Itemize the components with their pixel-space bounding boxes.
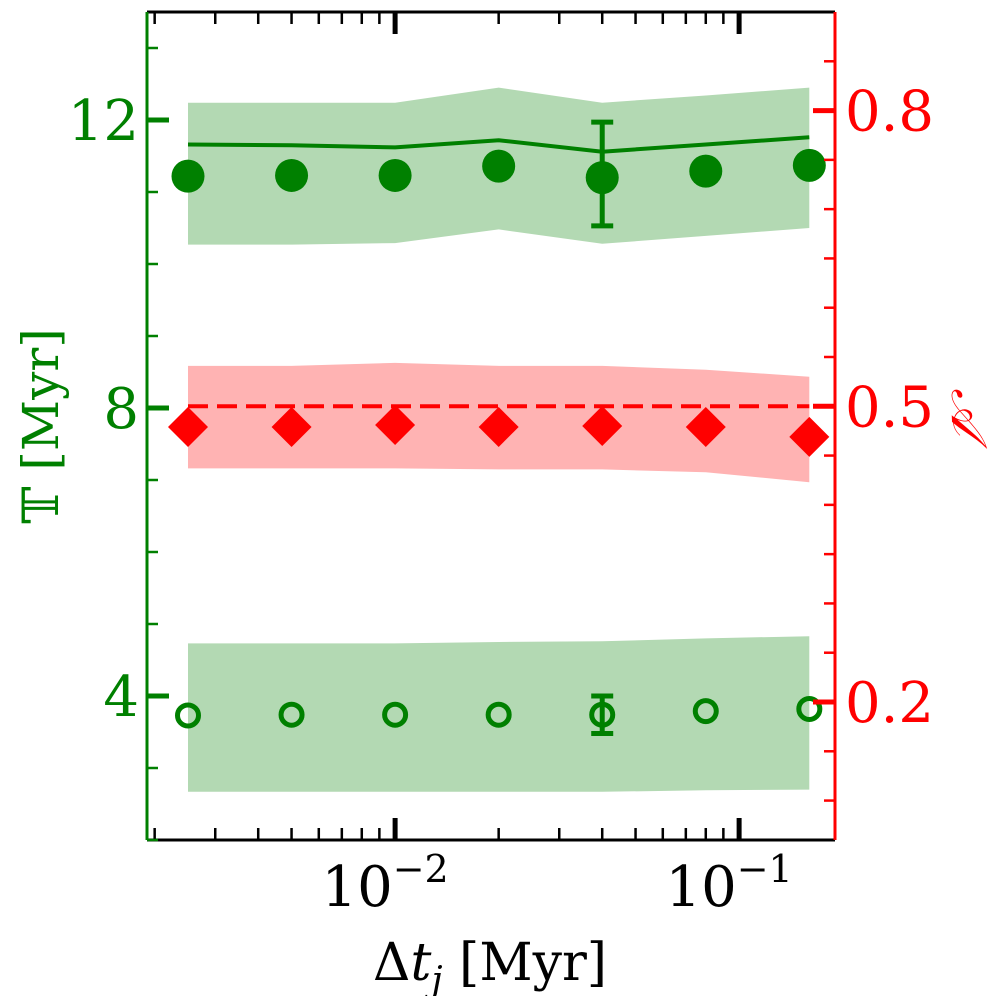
diamond-point-1: [271, 406, 312, 447]
filled-circle-point-5: [689, 154, 723, 188]
filled-circle-point-2: [378, 158, 412, 192]
x-tick-label-exponent: −2: [393, 847, 449, 891]
x-tick-label-base: 10: [321, 855, 392, 920]
open-circle-point-6: [796, 695, 823, 722]
x-axis-title-delta: Δ: [373, 933, 411, 993]
x-axis-title: Δtj [Myr]: [373, 933, 607, 996]
x-axis-title-variable: t: [410, 933, 431, 993]
x-tick-label: 10−2: [321, 847, 448, 920]
x-tick-label: 10−1: [665, 847, 792, 920]
series-line-1: [187, 135, 810, 154]
filled-circle-point-0: [171, 159, 205, 193]
open-circle-point-3: [485, 701, 512, 728]
diamond-point-0: [168, 406, 209, 447]
filled-circle-point-3: [482, 149, 516, 183]
y-right-tick-label: 0.2: [845, 671, 934, 736]
x-axis-title-unit: [Myr]: [443, 933, 608, 993]
open-circle-point-2: [382, 701, 409, 728]
y-left-axis-title: 𝕋 [Myr]: [12, 328, 70, 523]
y-left-tick-label: 4: [103, 665, 139, 730]
confidence-band-8: [188, 636, 810, 792]
diamond-point-3: [478, 406, 519, 447]
open-circle-point-0: [175, 702, 202, 729]
y-right-axis-title: 𝒜: [940, 388, 996, 449]
y-left-tick-label: 12: [68, 89, 139, 154]
open-circle-point-5: [692, 698, 719, 725]
x-tick-label-base: 10: [665, 855, 736, 920]
diamond-point-6: [789, 416, 830, 457]
filled-circle-point-6: [792, 148, 826, 182]
x-tick-label-exponent: −1: [737, 847, 793, 891]
y-right-tick-label: 0.5: [845, 375, 934, 440]
diamond-point-5: [685, 406, 726, 447]
filled-circle-point-1: [275, 158, 309, 192]
open-circle-point-1: [278, 701, 305, 728]
diamond-point-2: [375, 405, 416, 446]
y-right-tick-label: 0.8: [845, 80, 934, 145]
diamond-point-4: [582, 406, 623, 446]
y-left-tick-label: 8: [103, 377, 139, 442]
